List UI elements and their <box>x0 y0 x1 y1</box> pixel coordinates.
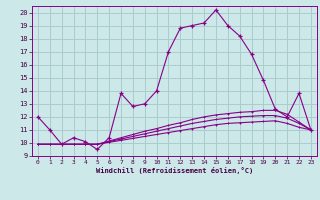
X-axis label: Windchill (Refroidissement éolien,°C): Windchill (Refroidissement éolien,°C) <box>96 167 253 174</box>
